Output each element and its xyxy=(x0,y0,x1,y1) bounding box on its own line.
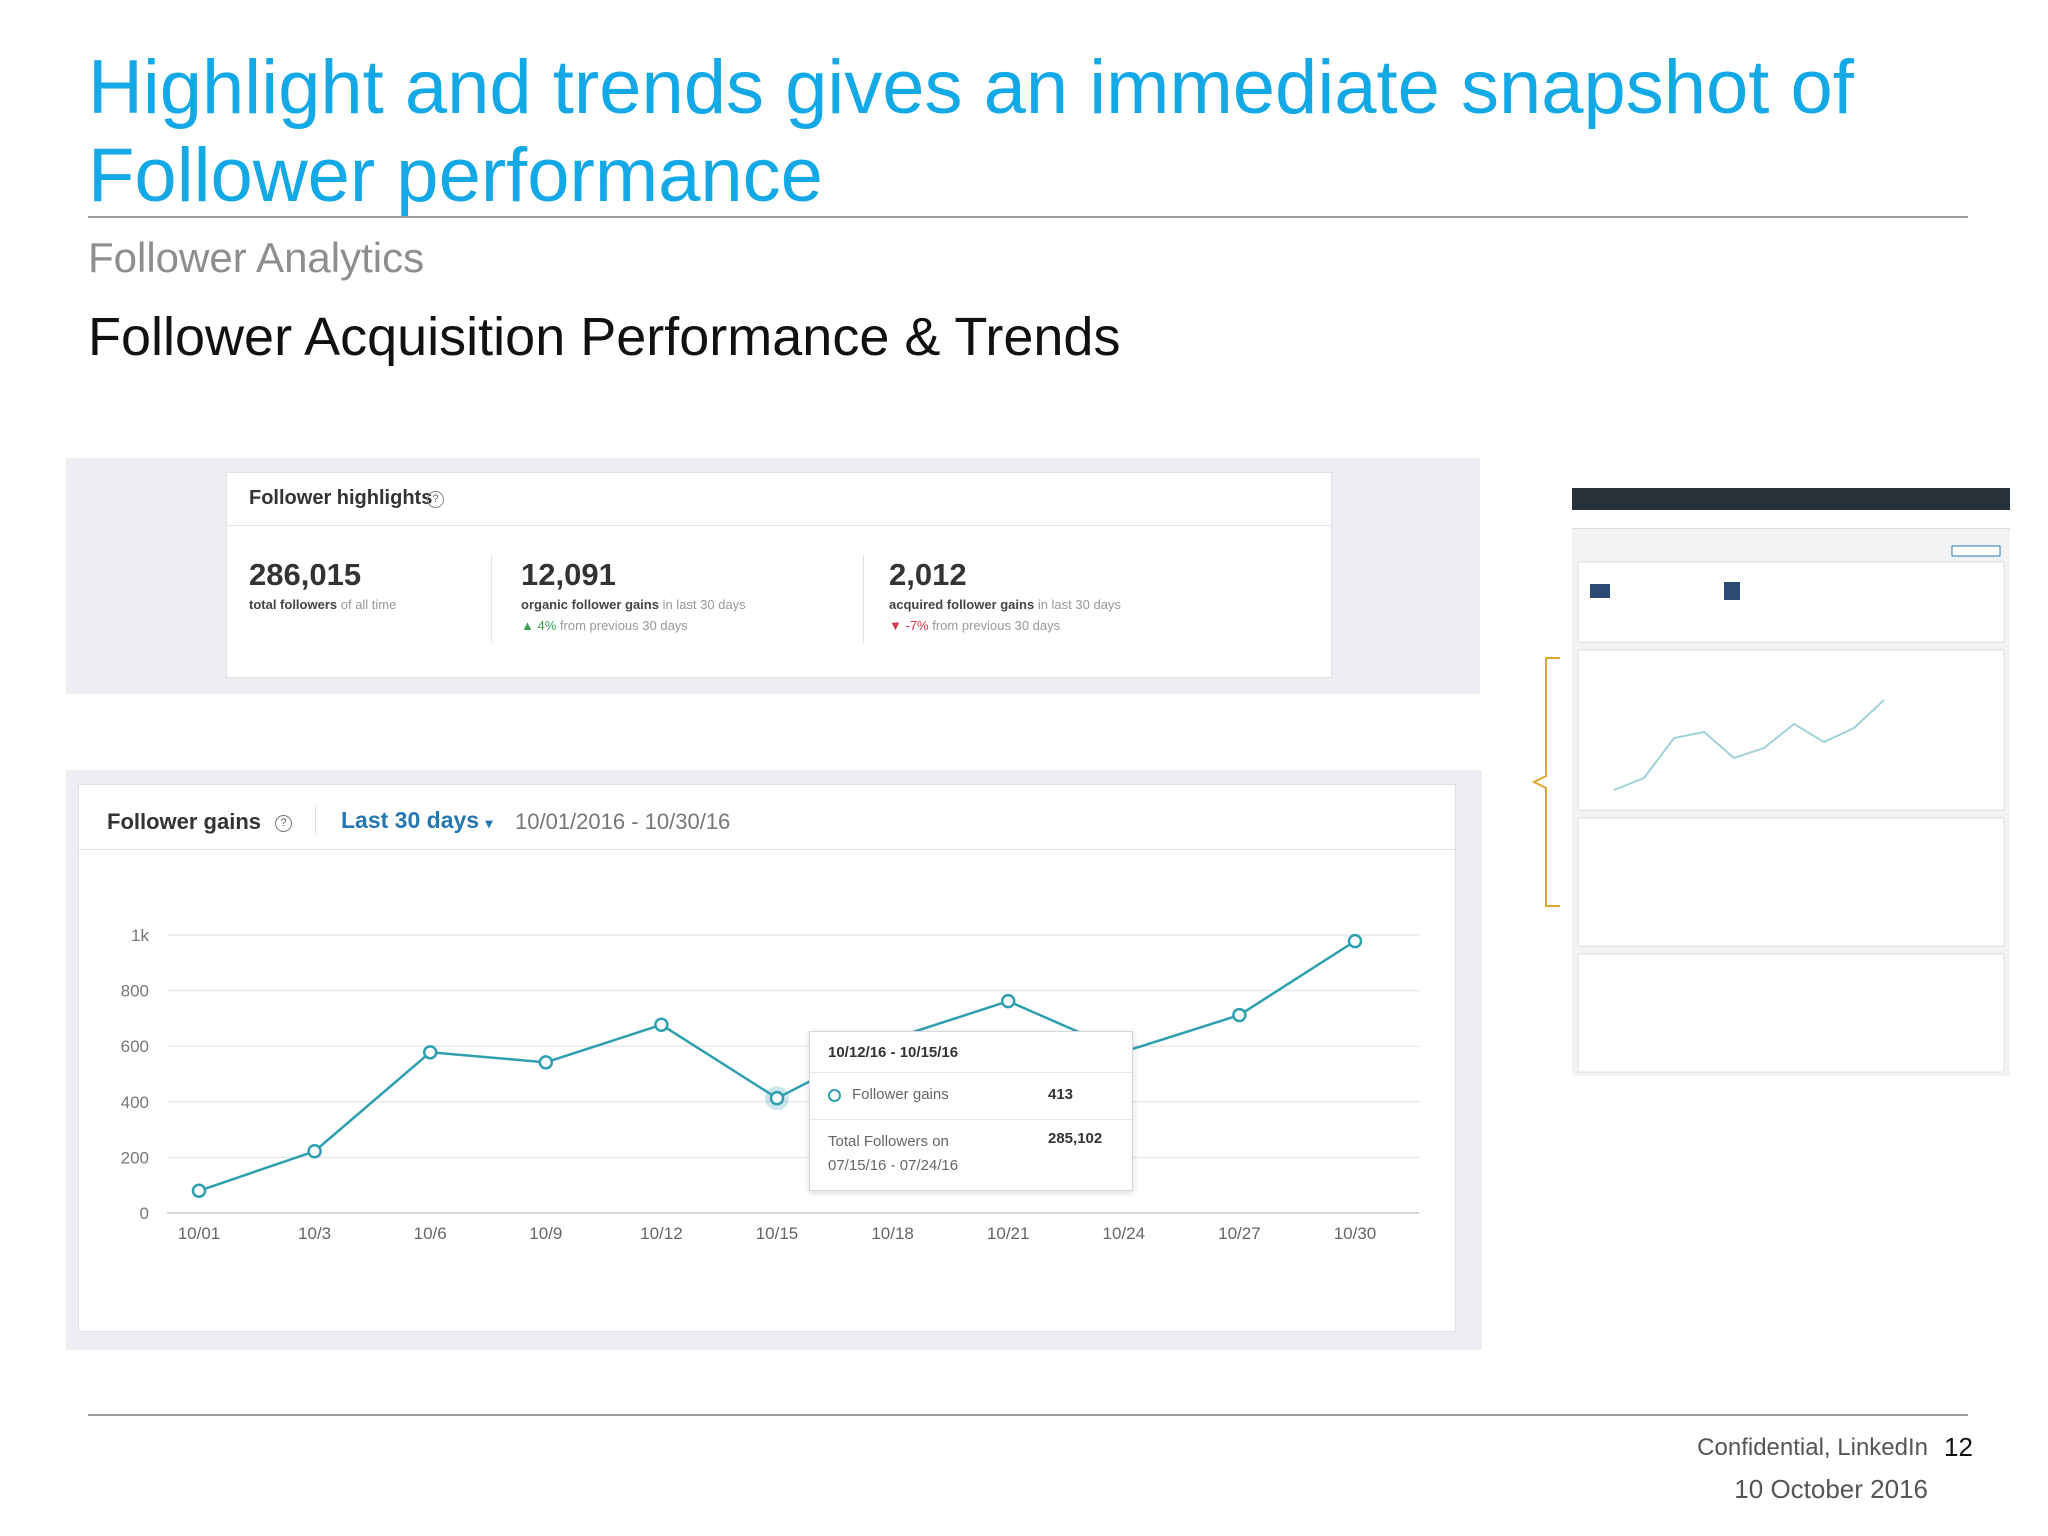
x-tick-label: 10/6 xyxy=(414,1224,447,1243)
data-point[interactable] xyxy=(307,1144,322,1159)
chart-tooltip: 10/12/16 - 10/15/16 Follower gains 413 T… xyxy=(809,1031,1133,1191)
metric-label: organic follower gains in last 30 days xyxy=(521,597,746,612)
section-label: Follower Analytics xyxy=(88,234,425,281)
tooltip-label: Follower gains xyxy=(852,1086,949,1103)
x-tick-label: 10/21 xyxy=(987,1224,1030,1243)
y-tick-label: 600 xyxy=(121,1037,149,1056)
data-point[interactable] xyxy=(191,1183,207,1199)
metric-change: ▼ -7% from previous 30 days xyxy=(889,618,1061,633)
follower-highlights-card: Follower highlights ? 286,015 total foll… xyxy=(226,472,1332,678)
tooltip-header: 10/12/16 - 10/15/16 xyxy=(828,1044,959,1061)
follower-gains-chart: 0 200 400 600 800 1k 10/01 10/3 10/6 10/9 10/12 10… xyxy=(121,926,1419,1243)
tooltip-row-gains: Follower gains 413 xyxy=(810,1072,1132,1120)
question-circle-icon[interactable]: ? xyxy=(275,815,292,832)
x-tick-label: 10/3 xyxy=(298,1224,331,1243)
metric-divider xyxy=(491,555,492,643)
y-tick-label: 200 xyxy=(121,1148,149,1167)
metric-change: ▲ 4% from previous 30 days xyxy=(521,618,688,633)
follower-highlights-title: Follower highlights xyxy=(249,487,433,509)
tooltip-value: 413 xyxy=(1048,1086,1074,1103)
data-point[interactable] xyxy=(1347,933,1363,949)
series-dot-icon xyxy=(828,1089,841,1102)
footer-date: 10 October 2016 xyxy=(1734,1474,1928,1504)
x-tick-label: 10/18 xyxy=(871,1224,914,1243)
card-divider xyxy=(227,525,1331,526)
x-tick-label: 10/9 xyxy=(529,1224,562,1243)
thumbnail-miniature xyxy=(1577,545,2005,1073)
tooltip-value: 285,102 xyxy=(1048,1130,1103,1147)
metric-value: 286,015 xyxy=(249,557,362,592)
metric-value: 12,091 xyxy=(521,557,616,592)
metric-acquired-gains: 2,012 acquired follower gains in last 30… xyxy=(889,557,1121,633)
x-tick-label: 10/01 xyxy=(178,1224,221,1243)
thumbnail-topbar xyxy=(1572,488,2010,510)
bracket-connector xyxy=(1532,657,1560,907)
metric-value: 2,012 xyxy=(889,557,967,592)
x-tick-label: 10/15 xyxy=(756,1224,799,1243)
footer-divider xyxy=(88,1414,1968,1416)
metric-label: acquired follower gains in last 30 days xyxy=(889,597,1121,612)
slide-title: Highlight and trends gives an immediate … xyxy=(88,45,1854,218)
tooltip-label: Total Followers on 07/15/16 - 07/24/16 xyxy=(828,1133,959,1174)
data-point[interactable] xyxy=(422,1045,438,1060)
series-line xyxy=(198,940,1356,1192)
y-tick-label: 400 xyxy=(121,1093,149,1112)
metric-total-followers: 286,015 total followers of all time xyxy=(249,557,396,612)
date-range-text: 10/01/2016 - 10/30/16 xyxy=(515,809,731,834)
header-divider xyxy=(315,805,316,835)
data-point[interactable] xyxy=(1232,1007,1247,1023)
thumbnail-nav xyxy=(1572,510,2010,529)
x-tick-label: 10/24 xyxy=(1103,1224,1146,1243)
y-tick-label: 800 xyxy=(121,982,149,1001)
metric-organic-gains: 12,091 organic follower gains in last 30… xyxy=(521,557,746,633)
follower-gains-panel: Follower gains ? Last 30 days ▾ 10/01/20… xyxy=(66,770,1482,1350)
chevron-down-icon: ▾ xyxy=(485,815,493,831)
page-number: 12 xyxy=(1944,1432,1973,1462)
y-tick-label: 1k xyxy=(131,926,149,945)
question-circle-icon[interactable]: ? xyxy=(427,491,444,508)
time-range-dropdown[interactable]: Last 30 days ▾ xyxy=(341,807,493,833)
title-divider xyxy=(88,216,1968,218)
y-tick-label: 0 xyxy=(140,1204,149,1223)
down-arrow-icon: ▼ xyxy=(889,618,902,633)
data-point[interactable] xyxy=(1000,993,1016,1009)
x-tick-label: 10/27 xyxy=(1218,1224,1261,1243)
footer-confidential: Confidential, LinkedIn xyxy=(1697,1434,1928,1461)
up-arrow-icon: ▲ xyxy=(521,618,534,633)
x-tick-label: 10/12 xyxy=(640,1224,683,1243)
follower-highlights-panel: Follower highlights ? 286,015 total foll… xyxy=(66,458,1480,694)
follower-gains-title: Follower gains xyxy=(107,809,262,834)
data-point[interactable] xyxy=(538,1055,554,1070)
dashboard-thumbnail xyxy=(1572,488,2010,1076)
metric-label: total followers of all time xyxy=(249,597,397,612)
metric-divider xyxy=(863,555,864,643)
slide-subtitle: Follower Acquisition Performance & Trend… xyxy=(88,307,1121,367)
card-divider xyxy=(79,849,1455,850)
follower-gains-card: Follower gains ? Last 30 days ▾ 10/01/20… xyxy=(78,784,1456,1332)
x-tick-label: 10/30 xyxy=(1334,1224,1377,1243)
data-point[interactable] xyxy=(654,1017,669,1033)
data-point[interactable] xyxy=(769,1090,785,1106)
